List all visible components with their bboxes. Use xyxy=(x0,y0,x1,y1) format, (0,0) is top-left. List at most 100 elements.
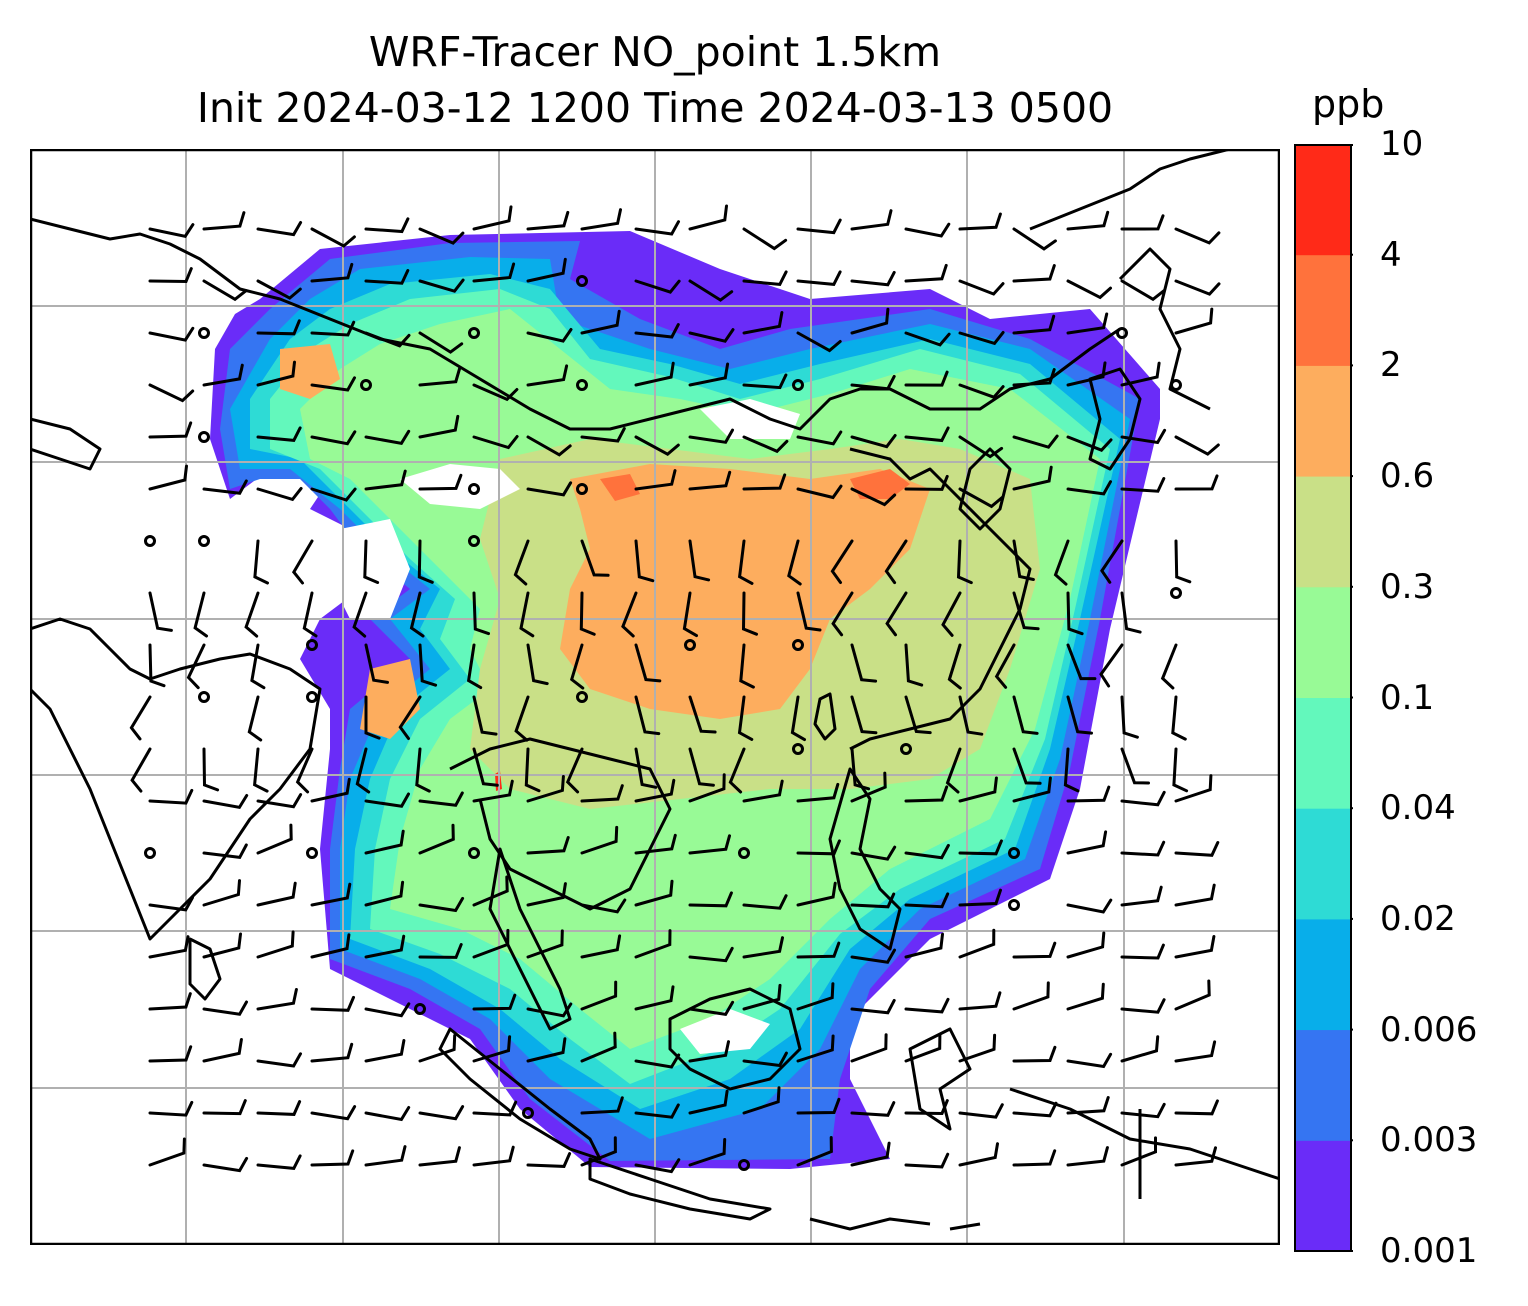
wind-barb xyxy=(958,1103,1004,1119)
wind-barb xyxy=(831,591,854,637)
wind-barb xyxy=(796,218,842,235)
wind-barb xyxy=(472,928,510,959)
wind-barb xyxy=(148,383,195,403)
wind-barb xyxy=(688,362,730,387)
map-panel xyxy=(30,149,1280,1245)
wind-barb xyxy=(148,1100,194,1117)
colorbar-band xyxy=(1295,697,1351,809)
wind-barb xyxy=(1066,830,1108,855)
colorbar-tick-label: 0.6 xyxy=(1380,456,1435,497)
wind-barb xyxy=(621,591,638,638)
wind-barb xyxy=(958,487,1004,509)
wind-barb xyxy=(148,896,194,912)
wind-barb xyxy=(1012,227,1057,251)
wind-barb xyxy=(202,932,242,959)
wind-barb xyxy=(472,383,519,402)
wind-barb xyxy=(526,643,549,686)
wind-barb xyxy=(956,539,973,585)
coastline-lesser-sunda xyxy=(809,1217,981,1231)
wind-barb xyxy=(418,791,464,807)
wind-barb xyxy=(688,946,734,963)
map-title-line-1: WRF-Tracer NO_point 1.5km xyxy=(368,28,942,76)
wind-barb xyxy=(634,361,675,387)
wind-barb xyxy=(526,836,570,855)
wind-barb xyxy=(526,1002,573,1018)
wind-barb xyxy=(148,464,188,491)
wind-barb xyxy=(364,934,406,959)
wind-barb xyxy=(1120,1102,1166,1119)
wind-barb xyxy=(148,223,195,238)
wind-barb xyxy=(1174,1040,1217,1063)
wind-barb xyxy=(737,539,754,585)
calm-marker xyxy=(738,847,750,859)
field-band-0.6 xyxy=(560,464,930,719)
wind-barb xyxy=(796,839,841,856)
wind-barb xyxy=(1120,279,1166,302)
wind-barb xyxy=(688,747,715,787)
colorbar-unit-label: ppb xyxy=(1312,82,1385,126)
wind-barb xyxy=(310,777,351,803)
coastline-siberia-east xyxy=(1029,149,1231,411)
wind-barb xyxy=(580,825,619,855)
wind-barb xyxy=(634,1103,680,1119)
wind-barb xyxy=(1174,935,1216,959)
wind-barb xyxy=(526,775,565,803)
wind-barb xyxy=(850,771,887,803)
wind-barb xyxy=(850,270,896,287)
wind-barb xyxy=(1012,368,1056,387)
wind-barb xyxy=(1066,931,1106,959)
wind-barb xyxy=(1012,1101,1058,1118)
map-title-line-2: Init 2024-03-12 1200 Time 2024-03-13 050… xyxy=(196,84,1114,132)
wind-barb xyxy=(688,773,726,803)
calm-marker xyxy=(792,743,804,755)
calm-marker xyxy=(198,535,210,547)
coastline-malay xyxy=(488,847,572,1031)
wind-barb xyxy=(850,487,897,507)
wind-barb xyxy=(418,473,463,491)
wind-barb xyxy=(526,1037,567,1063)
wind-barb xyxy=(958,776,998,803)
wind-barb xyxy=(688,891,733,908)
wind-barb xyxy=(688,428,734,444)
wind-barb xyxy=(310,376,356,392)
wind-barb xyxy=(472,435,519,450)
wind-barb xyxy=(958,991,1002,1011)
wind-barb xyxy=(688,1000,735,1017)
wind-barb xyxy=(526,210,570,231)
wind-barb xyxy=(579,591,596,636)
wind-barb xyxy=(741,591,758,636)
wind-barb xyxy=(1099,643,1124,688)
wind-barb xyxy=(904,892,950,909)
wind-barb xyxy=(244,591,260,638)
wind-barb xyxy=(1174,979,1211,1011)
wind-barb xyxy=(1012,591,1040,631)
colorbar-tick-label: 0.006 xyxy=(1380,1009,1478,1050)
wind-barb xyxy=(796,591,822,632)
wind-barb xyxy=(256,426,302,442)
wind-barb xyxy=(148,992,192,1011)
wind-barb xyxy=(634,929,672,959)
wind-barb xyxy=(418,643,438,687)
wind-barb xyxy=(634,469,677,491)
wind-barb xyxy=(688,834,731,855)
calm-marker xyxy=(468,535,480,547)
wind-barb xyxy=(580,1096,624,1115)
wind-barb xyxy=(688,279,734,302)
wind-barb xyxy=(130,747,152,793)
wind-barb xyxy=(904,222,951,238)
wind-barb xyxy=(398,695,422,740)
wind-barb xyxy=(1012,695,1039,735)
wind-barb xyxy=(904,785,949,803)
wind-barb xyxy=(472,262,516,283)
wind-barb xyxy=(634,435,680,457)
wind-barb xyxy=(1120,428,1167,445)
wind-barb xyxy=(885,591,908,637)
calm-marker xyxy=(468,847,480,859)
wind-barb xyxy=(634,879,674,907)
calm-wind-markers xyxy=(144,275,1182,1171)
wind-barb xyxy=(1120,1136,1157,1167)
calm-marker xyxy=(792,639,804,651)
wind-barb xyxy=(418,823,455,855)
wind-barb xyxy=(364,429,411,445)
wind-barb xyxy=(472,591,490,636)
